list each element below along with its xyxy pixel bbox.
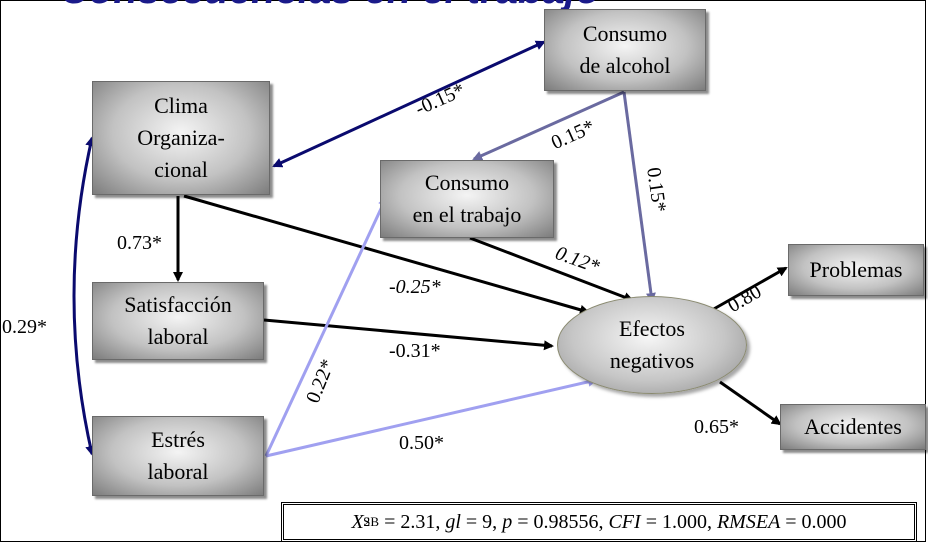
edge-trabajo-efectos (469, 236, 634, 302)
coef-clima-satisfaccion: 0.73* (117, 232, 162, 254)
edge-estres-efectos (265, 376, 598, 458)
node-satisfaccion-laboral: Satisfacción laboral (92, 282, 264, 360)
node-consumo-trabajo: Consumo en el trabajo (380, 160, 554, 238)
node-efectos-negativos: Efectos negativos (557, 296, 747, 394)
node-estres-label: Estrés laboral (147, 427, 209, 484)
node-satisfaccion-label: Satisfacción laboral (124, 292, 232, 349)
chi-square-value: = 2.31, (379, 510, 446, 533)
edge-clima-alcohol (272, 40, 546, 168)
node-problemas-label: Problemas (809, 257, 903, 282)
node-efectos-label: Efectos negativos (609, 316, 695, 373)
edge-alcohol-trabajo (472, 90, 625, 161)
node-consumo-alcohol: Consumo de alcohol (544, 9, 706, 91)
edge-estres-trabajo (264, 196, 388, 457)
rmsea-value: = 0.000 (780, 510, 847, 533)
banner-title: Consecuencias en el trabajo (60, 0, 600, 13)
node-alcohol-label: Consumo de alcohol (579, 21, 671, 78)
chi-square-sup: 2 (363, 514, 371, 529)
cfi-value: = 1.000, (640, 510, 717, 533)
edge-clima-estres (72, 136, 96, 456)
coef-clima-estres: 0.29* (2, 316, 47, 338)
node-accidentes-label: Accidentes (804, 414, 902, 439)
edge-alcohol-efectos (622, 91, 656, 303)
cfi-label: CFI (608, 510, 641, 533)
edge-efectos-accidentes (719, 380, 782, 426)
coef-estres-efectos: 0.50* (399, 432, 444, 454)
gl-label: gl (445, 510, 461, 533)
p-label: p (502, 510, 513, 533)
coef-satisfaccion-efectos: -0.31* (389, 340, 441, 362)
p-value: = 0.98556, (512, 510, 609, 533)
coef-efectos-accidentes: 0.65* (694, 416, 739, 438)
rmsea-label: RMSEA (716, 510, 781, 533)
edge-efectos-problemas (711, 266, 788, 312)
chi-square-sub: SB (363, 514, 380, 529)
coef-clima-efectos: -0.25* (389, 276, 441, 298)
edge-satisfaccion-efectos (263, 318, 554, 351)
node-trabajo-label: Consumo en el trabajo (412, 170, 522, 227)
edge-clima-efectos (183, 194, 590, 315)
node-problemas: Problemas (788, 244, 924, 296)
gl-value: = 9, (460, 510, 503, 533)
node-estres-laboral: Estrés laboral (92, 416, 264, 496)
chi-square-symbol: X (351, 510, 364, 533)
node-accidentes: Accidentes (780, 404, 926, 450)
node-clima-organizacional: Clima Organiza- cional (92, 81, 270, 195)
fit-statistics-box: X 2 SB = 2.31, gl = 9, p = 0.98556, CFI = … (281, 502, 917, 542)
node-clima-label: Clima Organiza- cional (137, 93, 225, 182)
